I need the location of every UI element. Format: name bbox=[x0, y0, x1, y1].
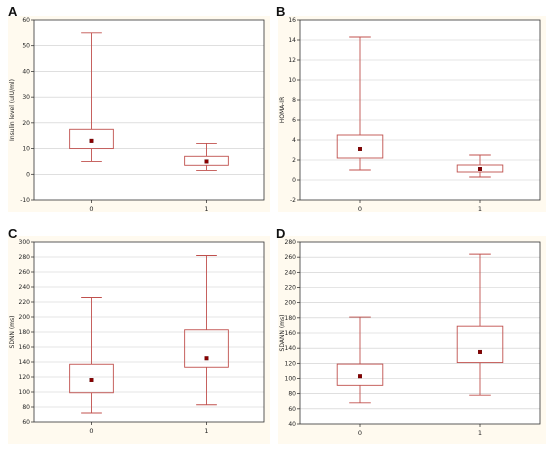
y-tick-label: 14 bbox=[288, 37, 296, 44]
mean-marker bbox=[89, 138, 94, 143]
y-tick-label: 160 bbox=[285, 330, 297, 337]
plot-area bbox=[34, 20, 264, 200]
y-tick-label: 240 bbox=[285, 269, 297, 276]
x-tick-label: 0 bbox=[89, 205, 93, 213]
y-tick-label: 260 bbox=[19, 269, 31, 276]
panel-letter-c: C bbox=[8, 226, 18, 241]
y-tick-label: 4 bbox=[292, 137, 296, 144]
y-tick-label: 280 bbox=[19, 254, 31, 261]
y-tick-label: 160 bbox=[19, 344, 31, 351]
mean-marker bbox=[478, 349, 483, 354]
plot-frame bbox=[33, 241, 265, 423]
chart-insulin: -10 0 10 20 30 40 50 60 Insulin level (uIU/ml) 0 1 bbox=[8, 16, 270, 213]
box bbox=[69, 363, 114, 394]
y-tick-label: 2 bbox=[292, 157, 296, 164]
y-tick-label: 280 bbox=[285, 239, 297, 246]
chart-homa-ir: -2 0 2 4 6 8 10 12 14 16 HOMA-IR 0 1 bbox=[278, 16, 546, 213]
chart-sdnn: 60 80 100 120 140 160 180 200 220 240 260 280 300 SDN… bbox=[8, 236, 270, 444]
y-tick-label: 180 bbox=[285, 315, 297, 322]
y-tick-label: 0 bbox=[26, 171, 30, 178]
chart-sdann: 40 60 80 100 120 140 160 180 200 220 240 260 280 SDAN… bbox=[278, 236, 546, 444]
mean-marker bbox=[478, 166, 483, 171]
y-tick-label: 80 bbox=[22, 404, 30, 411]
x-tick-label: 1 bbox=[204, 205, 208, 213]
y-tick-label: 200 bbox=[19, 314, 31, 321]
y-tick-label: 10 bbox=[22, 146, 30, 153]
y-axis-label: SDNN (ms) bbox=[9, 316, 16, 349]
y-tick-label: 300 bbox=[19, 239, 31, 246]
plot-frame bbox=[299, 241, 541, 425]
mean-marker bbox=[358, 374, 363, 379]
y-tick-label: 60 bbox=[22, 17, 30, 24]
x-tick-label: 0 bbox=[358, 429, 362, 437]
box bbox=[336, 134, 384, 159]
y-axis-label: HOMA-IR bbox=[279, 97, 286, 124]
y-tick-label: 60 bbox=[288, 406, 296, 413]
panel-letter-b: B bbox=[276, 4, 286, 19]
y-tick-label: 180 bbox=[19, 329, 31, 336]
plot-area bbox=[300, 20, 540, 200]
mean-marker bbox=[358, 146, 363, 151]
y-tick-label: 30 bbox=[22, 94, 30, 101]
y-tick-label: 40 bbox=[22, 68, 30, 75]
y-tick-label: 120 bbox=[19, 374, 31, 381]
y-tick-label: -10 bbox=[20, 197, 30, 204]
y-tick-label: 140 bbox=[285, 345, 297, 352]
mean-marker bbox=[204, 159, 209, 164]
y-tick-label: 12 bbox=[288, 57, 296, 64]
y-tick-label: 240 bbox=[19, 284, 31, 291]
y-tick-label: 40 bbox=[288, 421, 296, 428]
x-tick-label: 1 bbox=[478, 429, 482, 437]
x-tick-label: 0 bbox=[89, 427, 93, 435]
y-axis-label: Insulin level (uIU/ml) bbox=[9, 79, 16, 141]
plot-frame bbox=[299, 19, 541, 201]
y-tick-label: 8 bbox=[292, 97, 296, 104]
y-axis-label: SDANN (ms) bbox=[279, 315, 286, 352]
y-tick-label: 0 bbox=[292, 177, 296, 184]
box bbox=[456, 164, 504, 173]
y-tick-label: 100 bbox=[19, 389, 31, 396]
y-tick-label: 120 bbox=[285, 360, 297, 367]
box bbox=[184, 155, 229, 166]
box bbox=[69, 128, 114, 150]
panel-letter-a: A bbox=[8, 4, 18, 19]
y-tick-label: 200 bbox=[285, 300, 297, 307]
y-tick-label: 50 bbox=[22, 43, 30, 50]
y-tick-label: 260 bbox=[285, 254, 297, 261]
y-tick-label: 220 bbox=[19, 299, 31, 306]
x-tick-label: 0 bbox=[358, 205, 362, 213]
y-tick-label: 10 bbox=[288, 77, 296, 84]
y-tick-label: 20 bbox=[22, 120, 30, 127]
y-tick-label: 220 bbox=[285, 285, 297, 292]
box bbox=[184, 329, 229, 368]
y-tick-label: 6 bbox=[292, 117, 296, 124]
box bbox=[456, 325, 504, 364]
mean-marker bbox=[89, 378, 94, 383]
y-tick-label: 60 bbox=[22, 419, 30, 426]
plot-frame bbox=[33, 19, 265, 201]
mean-marker bbox=[204, 356, 209, 361]
box bbox=[336, 363, 384, 386]
y-tick-label: -2 bbox=[290, 197, 296, 204]
y-tick-label: 140 bbox=[19, 359, 31, 366]
x-tick-label: 1 bbox=[478, 205, 482, 213]
panel-letter-d: D bbox=[276, 226, 286, 241]
y-tick-label: 16 bbox=[288, 17, 296, 24]
x-tick-label: 1 bbox=[204, 427, 208, 435]
y-tick-label: 100 bbox=[285, 376, 297, 383]
y-tick-label: 80 bbox=[288, 391, 296, 398]
